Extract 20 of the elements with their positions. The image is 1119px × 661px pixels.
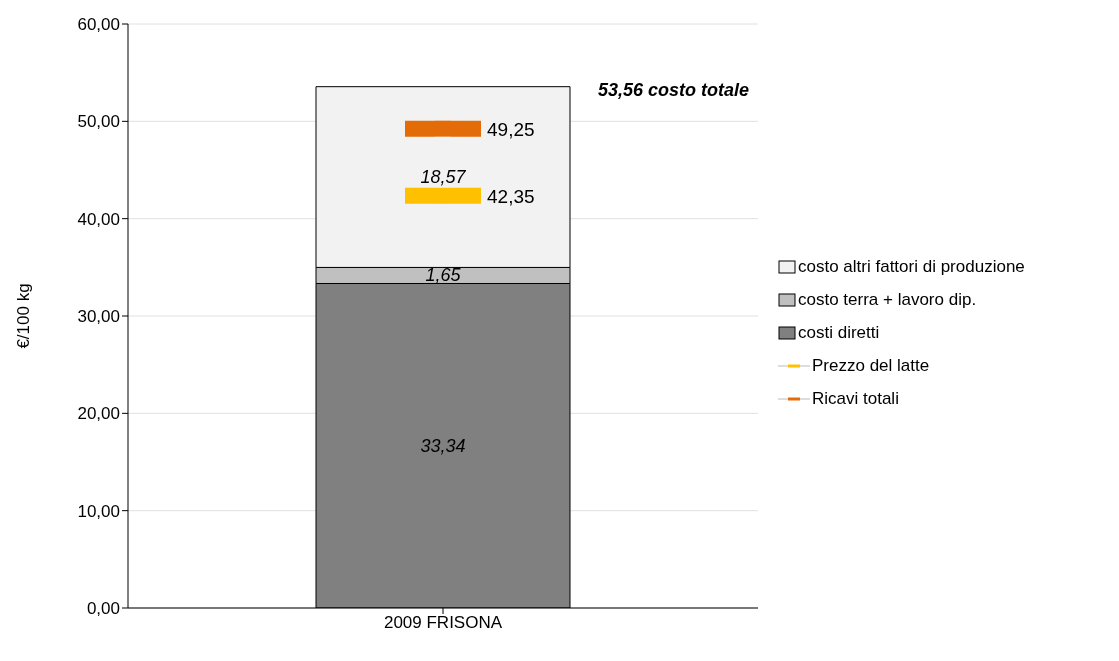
- data-label: 49,25: [487, 118, 535, 140]
- data-label: 18,57: [420, 167, 467, 188]
- y-tick-label: 30,00: [77, 307, 120, 327]
- y-tick-label: 20,00: [77, 404, 120, 424]
- data-label: 33,34: [420, 435, 466, 456]
- x-tick-label: 2009 FRISONA: [383, 613, 503, 633]
- legend-label: costo terra + lavoro dip.: [798, 290, 977, 310]
- y-axis-title: €/100 kg: [14, 283, 34, 349]
- data-label: 1,65: [425, 265, 462, 286]
- y-tick-label: 50,00: [77, 112, 120, 132]
- y-tick-label: 0,00: [86, 599, 120, 619]
- legend-label: Prezzo del latte: [812, 356, 930, 376]
- y-tick-label: 10,00: [77, 501, 120, 521]
- data-label: 42,35: [487, 185, 535, 207]
- y-tick-label: 60,00: [77, 15, 120, 35]
- legend-label: Ricavi totali: [812, 389, 899, 409]
- legend-label: costo altri fattori di produzione: [798, 257, 1025, 277]
- annotation: 53,56 costo totale: [598, 80, 750, 100]
- legend-label: costi diretti: [798, 323, 880, 343]
- y-tick-label: 40,00: [77, 209, 120, 229]
